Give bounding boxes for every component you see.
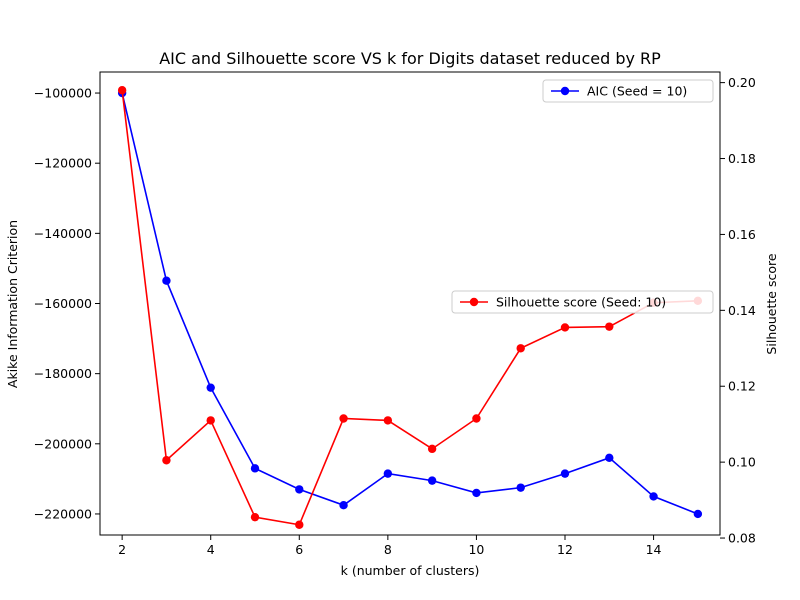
series-1-point [206,416,215,425]
series-0-point [472,488,481,498]
y-axis-left-label: Akike Information Criterion [5,220,20,388]
series-line-0 [121,92,699,515]
series-1-point [516,344,525,353]
y-left-tick-label: −140000 [34,226,92,241]
x-tick-label: 14 [646,542,662,557]
series-1-point [117,86,127,95]
y-right-tick-label: 0.08 [728,531,756,546]
y-right-tick-label: 0.18 [728,151,756,166]
legend-label: AIC (Seed = 10) [587,84,687,99]
axes: 2 4 6 8 10 12 14 −100000 −120000 −140000 −160000 −1… [34,71,756,557]
series-1-point [560,323,570,332]
series-1-point [472,414,481,423]
y-left-tick-label: −220000 [34,506,92,521]
series-0-point [427,476,437,485]
legend-box [451,290,714,314]
y-left-tick-label: −120000 [34,156,92,171]
chart-title: AIC and Silhouette score VS k for Digits… [159,49,661,68]
series-0-point [383,469,393,478]
legends: AIC (Seed = 10) Silhouette score (Seed: 1… [451,79,714,314]
series-0-point [560,469,570,478]
y-right-tick-label: 0.10 [728,455,756,470]
y-right-tick-label: 0.20 [728,75,756,90]
series-1-point [383,416,393,425]
series-line-1 [121,90,698,526]
y-right-tick-label: 0.14 [728,303,756,318]
series-0-point [693,509,703,519]
y-left-tick-label: −100000 [34,86,92,101]
series-1-point [162,456,171,465]
x-tick-label: 6 [295,542,303,557]
x-tick-label: 12 [557,542,573,557]
series-0-point [516,483,525,492]
x-tick-label: 10 [468,542,484,557]
series-0-point [339,500,348,510]
series-1-point [427,444,437,454]
legend-marker [469,297,479,307]
x-tick-label: 8 [384,542,392,557]
series-0-point [250,464,260,473]
y-right-tick-label: 0.16 [728,227,756,242]
y-left-tick-label: −200000 [34,436,92,451]
series-0-point [206,383,215,392]
series-1-point [339,414,348,423]
y-axis-right-label: Silhouette score [764,253,779,354]
y-left-tick-label: −180000 [34,366,92,381]
legend-box [542,79,714,103]
x-axis-label: k (number of clusters) [341,563,480,578]
x-tick-label: 4 [207,542,215,557]
series-1-point [295,520,304,529]
legend-label: Silhouette score (Seed: 10) [496,295,666,310]
series-1-point [250,512,260,522]
series-0-point [649,492,658,501]
series-1-point [605,322,614,331]
legend-0: AIC (Seed = 10) [542,79,714,103]
series-0-point [162,276,171,285]
series-0-point [295,485,304,494]
series-0-point [605,453,614,463]
legend-marker [560,86,570,96]
legend-1: Silhouette score (Seed: 10) [451,290,714,314]
y-left-tick-label: −160000 [34,296,92,311]
y-right-tick-label: 0.12 [728,379,756,394]
x-tick-label: 2 [118,542,126,557]
plot-area [117,86,703,529]
